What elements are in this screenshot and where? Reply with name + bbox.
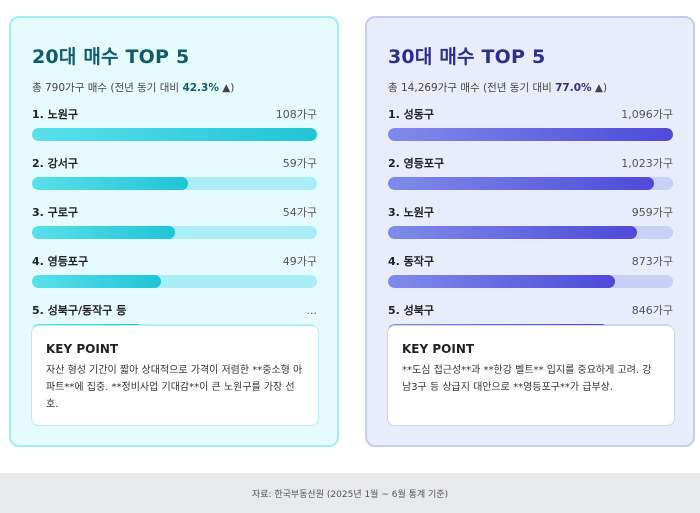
progress-bar bbox=[32, 226, 317, 239]
district-name: 4. 동작구 bbox=[388, 255, 435, 268]
progress-fill bbox=[388, 128, 673, 141]
source-footer: 자료: 한국부동산원 (2025년 1월 ~ 6월 통계 기준) bbox=[0, 473, 700, 513]
district-value: 873가구 bbox=[631, 255, 673, 268]
district-value: ... bbox=[306, 303, 318, 317]
district-value: 1,023가구 bbox=[621, 157, 673, 170]
district-name: 5. 성북구/동작구 등 bbox=[32, 304, 127, 317]
card-title: 20대 매수 TOP 5 bbox=[32, 46, 190, 68]
progress-bar bbox=[388, 177, 673, 190]
progress-bar bbox=[388, 226, 673, 239]
progress-fill bbox=[32, 226, 175, 239]
key-point-title: KEY POINT bbox=[46, 342, 119, 356]
progress-bar bbox=[32, 177, 317, 190]
card-subtitle: 총 14,269가구 매수 (전년 동기 대비 77.0% ▲) bbox=[388, 82, 608, 94]
district-name: 3. 노원구 bbox=[388, 206, 435, 219]
ranking-item: 3. 노원구 959가구 bbox=[388, 205, 673, 239]
source-text: 자료: 한국부동산원 (2025년 1월 ~ 6월 통계 기준) bbox=[251, 489, 449, 500]
key-point-text: **도심 접근성**과 **한강 벨트** 입지를 중요하게 고려. 강남3구 … bbox=[402, 365, 652, 393]
district-name: 1. 노원구 bbox=[32, 108, 79, 121]
ranking-item: 2. 영등포구 1,023가구 bbox=[388, 156, 673, 190]
ranking-list: 1. 노원구 108가구 2. 강서구 59가구 3. 구로구 54가구 4. 영등포… bbox=[32, 107, 317, 337]
district-name: 2. 강서구 bbox=[32, 157, 79, 170]
progress-fill bbox=[388, 275, 616, 288]
progress-bar bbox=[32, 128, 317, 141]
district-value: 49가구 bbox=[282, 255, 317, 268]
ranking-item: 3. 구로구 54가구 bbox=[32, 205, 317, 239]
ranking-item: 4. 영등포구 49가구 bbox=[32, 254, 317, 288]
ranking-item: 1. 성동구 1,096가구 bbox=[388, 107, 673, 141]
progress-fill bbox=[32, 177, 188, 190]
key-point-title: KEY POINT bbox=[402, 342, 475, 356]
ranking-item: 1. 노원구 108가구 bbox=[32, 107, 317, 141]
ranking-item: 2. 강서구 59가구 bbox=[32, 156, 317, 190]
district-name: 5. 성북구 bbox=[388, 304, 435, 317]
district-value: 959가구 bbox=[631, 206, 673, 219]
card-20s: 20대 매수 TOP 5 총 790가구 매수 (전년 동기 대비 42.3% … bbox=[9, 16, 339, 447]
district-value: 59가구 bbox=[282, 157, 317, 170]
key-point-text: 자산 형성 기간이 짧아 상대적으로 가격이 저렴한 **중소형 아파트**에 … bbox=[46, 365, 303, 410]
ranking-list: 1. 성동구 1,096가구 2. 영등포구 1,023가구 3. 노원구 959가구… bbox=[388, 107, 673, 337]
ranking-item: 4. 동작구 873가구 bbox=[388, 254, 673, 288]
progress-fill bbox=[32, 128, 317, 141]
card-title: 30대 매수 TOP 5 bbox=[388, 46, 546, 68]
district-name: 3. 구로구 bbox=[32, 206, 79, 219]
progress-fill bbox=[388, 226, 638, 239]
district-value: 1,096가구 bbox=[621, 108, 673, 121]
district-name: 1. 성동구 bbox=[388, 108, 435, 121]
district-value: 108가구 bbox=[275, 108, 317, 121]
card-subtitle: 총 790가구 매수 (전년 동기 대비 42.3% ▲) bbox=[32, 82, 235, 94]
district-value: 846가구 bbox=[631, 304, 673, 317]
progress-fill bbox=[32, 275, 162, 288]
progress-bar bbox=[388, 128, 673, 141]
progress-bar bbox=[32, 275, 317, 288]
progress-fill bbox=[388, 177, 654, 190]
district-name: 2. 영등포구 bbox=[388, 157, 445, 170]
progress-bar bbox=[388, 275, 673, 288]
district-name: 4. 영등포구 bbox=[32, 255, 89, 268]
key-point-box: KEY POINT 자산 형성 기간이 짧아 상대적으로 가격이 저렴한 **중… bbox=[31, 325, 319, 426]
district-value: 54가구 bbox=[282, 206, 317, 219]
key-point-box: KEY POINT **도심 접근성**과 **한강 벨트** 입지를 중요하게… bbox=[387, 325, 675, 426]
card-30s: 30대 매수 TOP 5 총 14,269가구 매수 (전년 동기 대비 77.… bbox=[365, 16, 695, 447]
